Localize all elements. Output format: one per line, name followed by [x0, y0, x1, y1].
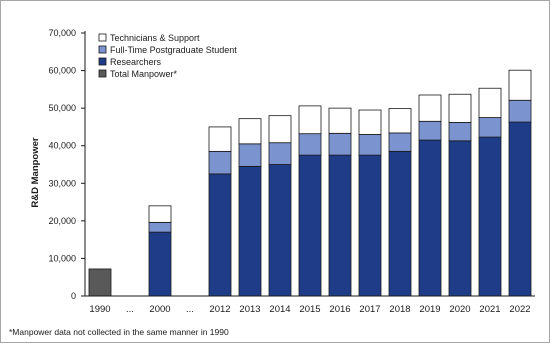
y-tick-label: 30,000	[48, 178, 76, 188]
x-category-label: ...	[186, 304, 194, 315]
bar-technicians-support-2020	[448, 93, 472, 123]
bar-researchers-2015	[298, 154, 322, 297]
x-category-label: 1990	[89, 304, 110, 315]
x-category-label: 2019	[419, 304, 440, 315]
bar-researchers-2022	[508, 121, 532, 297]
x-category-label: 2013	[239, 304, 260, 315]
x-category-label: 2016	[329, 304, 350, 315]
bar-technicians-support-2019	[418, 94, 442, 122]
bar-researchers-2016	[328, 154, 352, 297]
x-category-label: 2021	[479, 304, 500, 315]
x-category-label: 2017	[359, 304, 380, 315]
legend-label-technicians-support: Technicians & Support	[110, 33, 200, 43]
bar-technicians-support-2017	[358, 109, 382, 135]
bar-researchers-2018	[388, 150, 412, 297]
bar-full-time-postgraduate-student-2000	[148, 221, 172, 233]
bar-technicians-support-2015	[298, 105, 322, 135]
bar-full-time-postgraduate-student-2014	[268, 142, 292, 165]
x-category-label: 2015	[299, 304, 320, 315]
x-category-label: ...	[126, 304, 134, 315]
bar-full-time-postgraduate-student-2021	[478, 117, 502, 138]
legend-swatch-researchers	[98, 57, 107, 66]
bar-technicians-support-2018	[388, 108, 412, 134]
bar-researchers-2021	[478, 136, 502, 297]
y-axis-ticks: 0 10,000 20,000 30,000 40,000 50,000 60,000 70,…	[48, 28, 85, 301]
bar-full-time-postgraduate-student-2018	[388, 132, 412, 152]
axes	[84, 31, 535, 297]
bar-full-time-postgraduate-student-2012	[208, 150, 232, 175]
legend: Technicians & Support Full-Time Postgradu…	[98, 33, 237, 79]
bar-researchers-2019	[418, 139, 442, 297]
y-tick-label: 10,000	[48, 253, 76, 263]
y-tick-label: 20,000	[48, 216, 76, 226]
bar-researchers-2020	[448, 140, 472, 297]
bar-full-time-postgraduate-student-2013	[238, 143, 262, 167]
bar-technicians-support-2014	[268, 115, 292, 144]
x-axis-labels: 1990... 2000... 2012 2013 2014 2015 2016 2017 20…	[89, 304, 530, 315]
bar-researchers-2000	[148, 231, 172, 297]
x-category-label: 2000	[149, 304, 170, 315]
x-category-label: 2020	[449, 304, 470, 315]
y-tick-label: 0	[71, 291, 76, 301]
bar-technicians-support-2012	[208, 126, 232, 152]
y-tick-label: 70,000	[48, 28, 76, 38]
y-tick-label: 60,000	[48, 66, 76, 76]
footnote: *Manpower data not collected in the same…	[9, 327, 229, 337]
bar-full-time-postgraduate-student-2019	[418, 120, 442, 141]
bar-full-time-postgraduate-student-2022	[508, 99, 532, 123]
x-category-label: 2014	[269, 304, 290, 315]
y-tick-label: 50,000	[48, 103, 76, 113]
x-category-label: 2018	[389, 304, 410, 315]
bar-technicians-support-2016	[328, 107, 352, 134]
x-category-label: 2022	[509, 304, 530, 315]
bar-technicians-support-2022	[508, 69, 532, 101]
bar-researchers-2017	[358, 154, 382, 297]
y-axis-title-group: R&D Manpower	[30, 137, 41, 208]
bar-full-time-postgraduate-student-2020	[448, 122, 472, 142]
legend-label-total-manpower: Total Manpower*	[110, 69, 178, 79]
x-category-label: 2012	[209, 304, 230, 315]
bar-technicians-support-2013	[238, 118, 262, 145]
y-tick-label: 40,000	[48, 141, 76, 151]
bars	[88, 69, 532, 297]
bar-researchers-2014	[268, 164, 292, 297]
bar-researchers-2013	[238, 165, 262, 297]
bar-researchers-2012	[208, 173, 232, 297]
legend-swatch-technicians-support	[98, 33, 107, 42]
legend-label-full-time-postgraduate-student: Full-Time Postgraduate Student	[110, 45, 237, 55]
bar-total-manpower-1990	[88, 268, 112, 297]
legend-label-researchers: Researchers	[110, 57, 162, 67]
y-axis-title: R&D Manpower	[30, 137, 41, 208]
legend-swatch-full-time-postgraduate-student	[98, 45, 107, 54]
bar-full-time-postgraduate-student-2017	[358, 134, 382, 156]
bar-technicians-support-2021	[478, 87, 502, 118]
legend-swatch-total-manpower	[98, 69, 107, 78]
bar-technicians-support-2000	[148, 205, 172, 223]
bar-full-time-postgraduate-student-2015	[298, 133, 322, 156]
bar-full-time-postgraduate-student-2016	[328, 132, 352, 156]
